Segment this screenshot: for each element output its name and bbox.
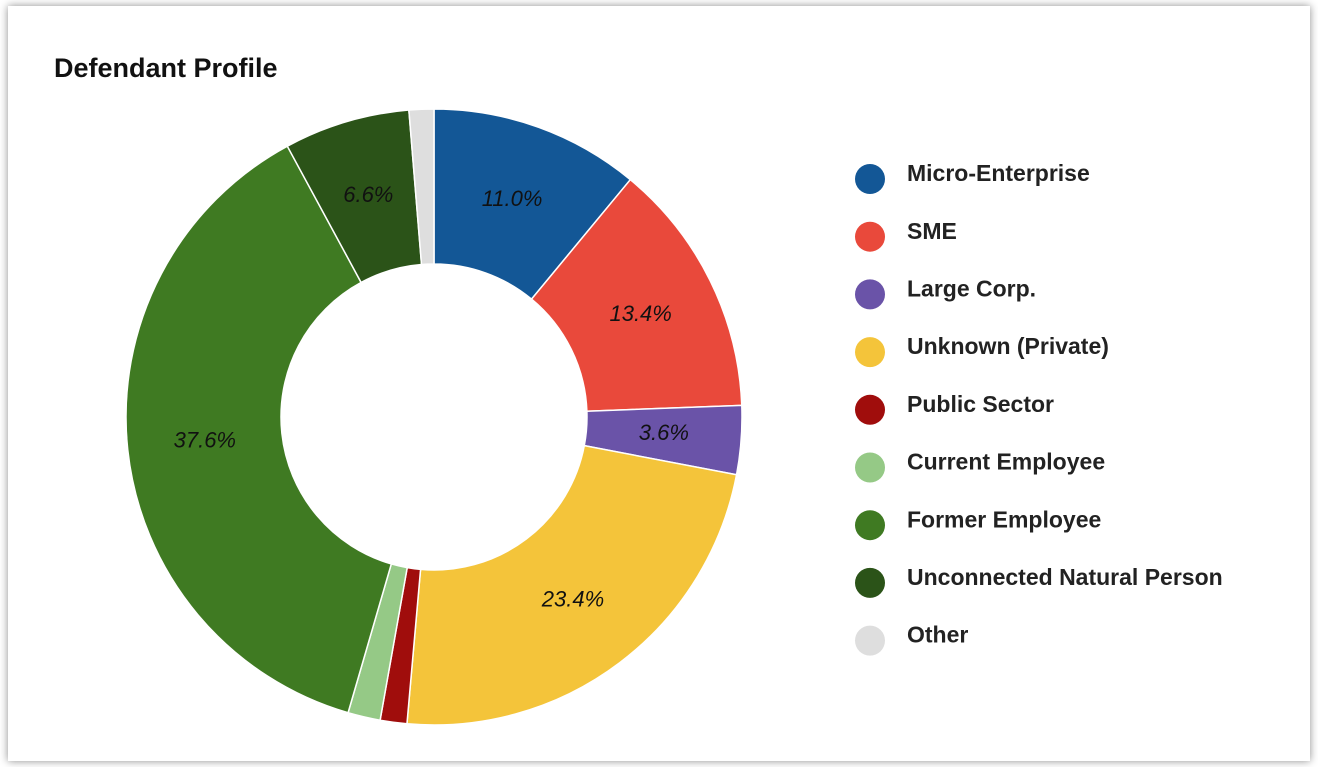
legend-swatch [855,164,885,194]
donut-slice [408,108,435,266]
legend-label: Unconnected Natural Person [907,564,1223,590]
legend-label: Public Sector [907,391,1054,417]
legend-label: Unknown (Private) [907,333,1109,359]
legend-swatch [855,625,885,656]
legend-swatch [855,337,885,368]
legend-swatch [855,567,885,598]
legend-swatch [855,452,885,483]
legend-swatch [855,510,885,541]
slice-label: 11.0% [482,186,543,211]
legend-label: Micro-Enterprise [907,160,1090,186]
legend-label: Former Employee [907,506,1101,532]
slice-label: 23.4% [541,587,604,612]
card: Defendant Profile 11.0% 13.4% 3.6% 23.4% 37.… [8,6,1310,761]
donut-slice [530,178,743,413]
donut-slice [406,444,738,726]
legend-label: SME [907,218,957,244]
legend-swatch [855,394,885,425]
slice-label: 6.6% [343,182,393,207]
legend-swatch [855,221,885,252]
chart-title: Defendant Profile [54,53,278,83]
legend-label: Other [907,622,968,648]
legend-label: Large Corp. [907,275,1036,301]
legend-swatch [855,279,885,310]
chart: Defendant Profile 11.0% 13.4% 3.6% 23.4% 37.… [54,53,1223,726]
legend-label: Current Employee [907,449,1105,475]
donut-slice [125,145,393,714]
slice-label: 37.6% [174,427,236,452]
slice-label: 13.4% [609,301,671,326]
slice-label: 3.6% [639,420,689,445]
